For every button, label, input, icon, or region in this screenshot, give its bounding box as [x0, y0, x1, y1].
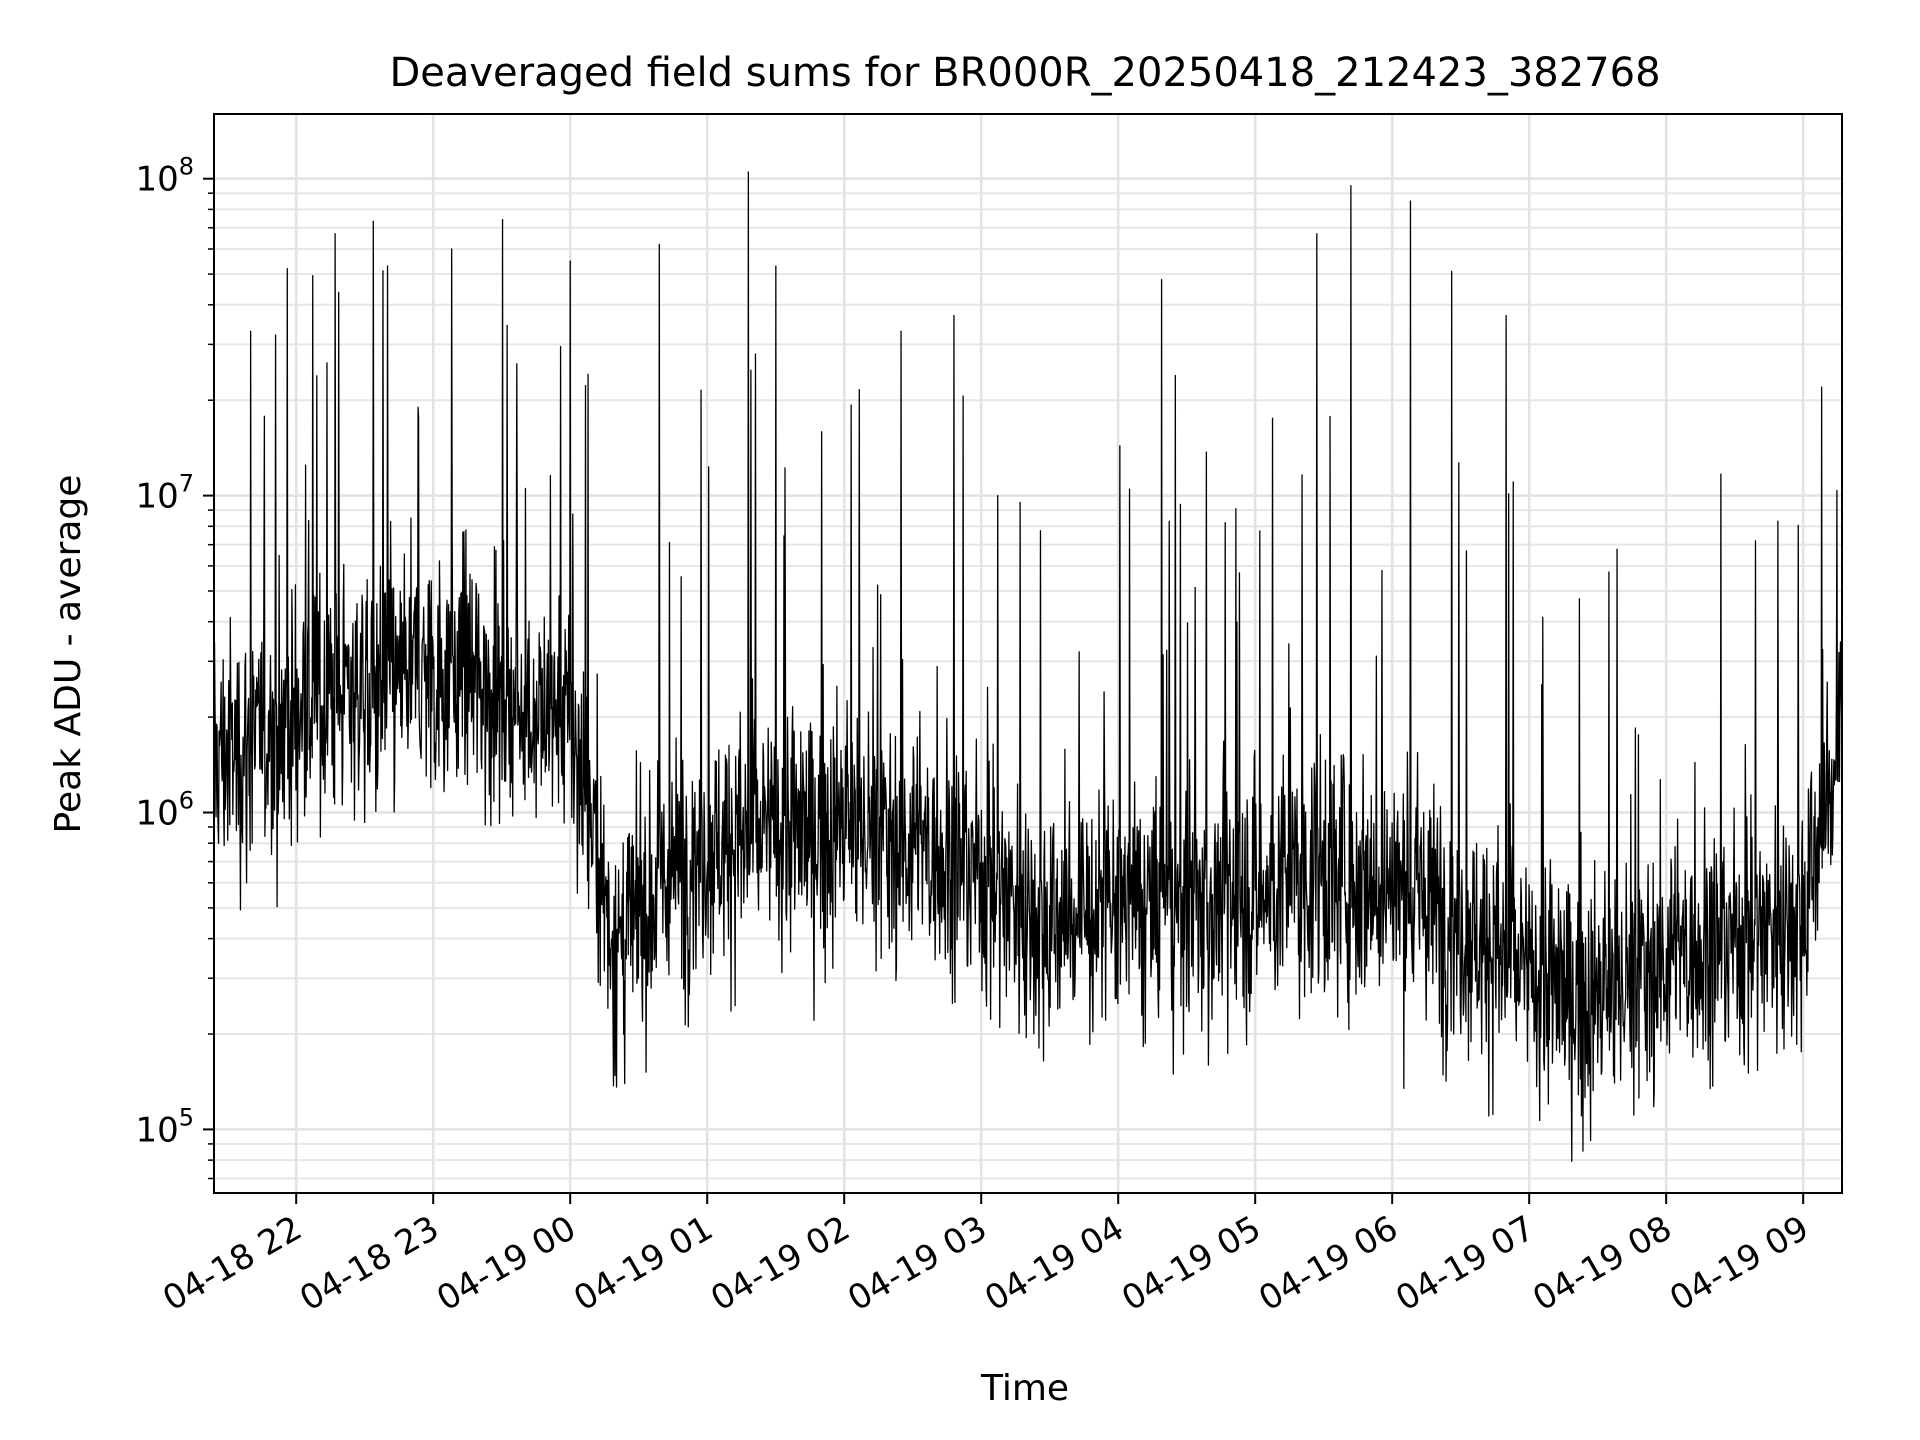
- y-axis-label: Peak ADU - average: [48, 475, 89, 834]
- plot-frame: [213, 113, 1843, 1194]
- y-tick-exponent: 6: [179, 787, 194, 815]
- series-line: [213, 171, 1843, 1162]
- y-tick-base: 10: [135, 1110, 178, 1150]
- y-tick-label: 107: [135, 470, 194, 517]
- y-tick-label: 105: [135, 1103, 194, 1150]
- chart-title: Deaveraged field sums for BR000R_2025041…: [389, 50, 1660, 96]
- y-tick-label: 108: [135, 153, 194, 200]
- y-tick-exponent: 8: [179, 153, 194, 181]
- y-tick-exponent: 5: [179, 1103, 194, 1131]
- series-line-path: [213, 171, 1843, 1162]
- y-tick-label: 106: [135, 787, 194, 834]
- x-axis-label: Time: [980, 1368, 1069, 1409]
- y-tick-base: 10: [135, 794, 178, 834]
- y-tick-exponent: 7: [179, 470, 194, 498]
- y-tick-base: 10: [135, 160, 178, 200]
- y-tick-base: 10: [135, 477, 178, 517]
